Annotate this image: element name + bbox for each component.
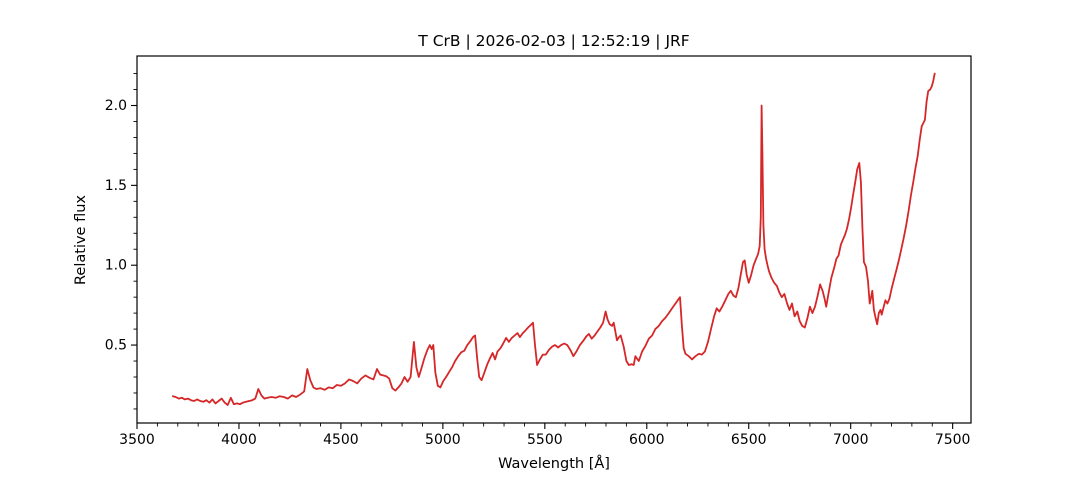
y-tick-label: 1.5 (105, 178, 127, 194)
x-tick-label: 3500 (119, 432, 155, 448)
minor-ticks (133, 73, 933, 427)
x-tick-label: 6000 (629, 432, 665, 448)
x-tick-label: 4000 (221, 432, 257, 448)
x-tick-label: 7500 (935, 432, 971, 448)
spectrum-series (172, 72, 936, 406)
x-tick-label: 4500 (323, 432, 359, 448)
x-axis-label: Wavelength [Å] (498, 455, 610, 472)
x-tick-label: 5000 (425, 432, 461, 448)
major-ticks (131, 104, 954, 429)
spectrum-line (172, 72, 936, 406)
tick-labels: 3500 4000 4500 5000 5500 6000 6500 7000 7500 0.5 1… (105, 98, 971, 448)
x-tick-label: 7000 (833, 432, 869, 448)
y-tick-label: 0.5 (105, 338, 127, 354)
y-tick-label: 2.0 (105, 98, 127, 114)
x-tick-label: 6500 (731, 432, 767, 448)
plot-border (136, 55, 972, 424)
chart-title: T CrB | 2026-02-03 | 12:52:19 | JRF (417, 32, 689, 50)
x-tick-label: 5500 (527, 432, 563, 448)
y-tick-label: 1.0 (105, 258, 127, 274)
y-axis-label: Relative flux (73, 195, 89, 285)
